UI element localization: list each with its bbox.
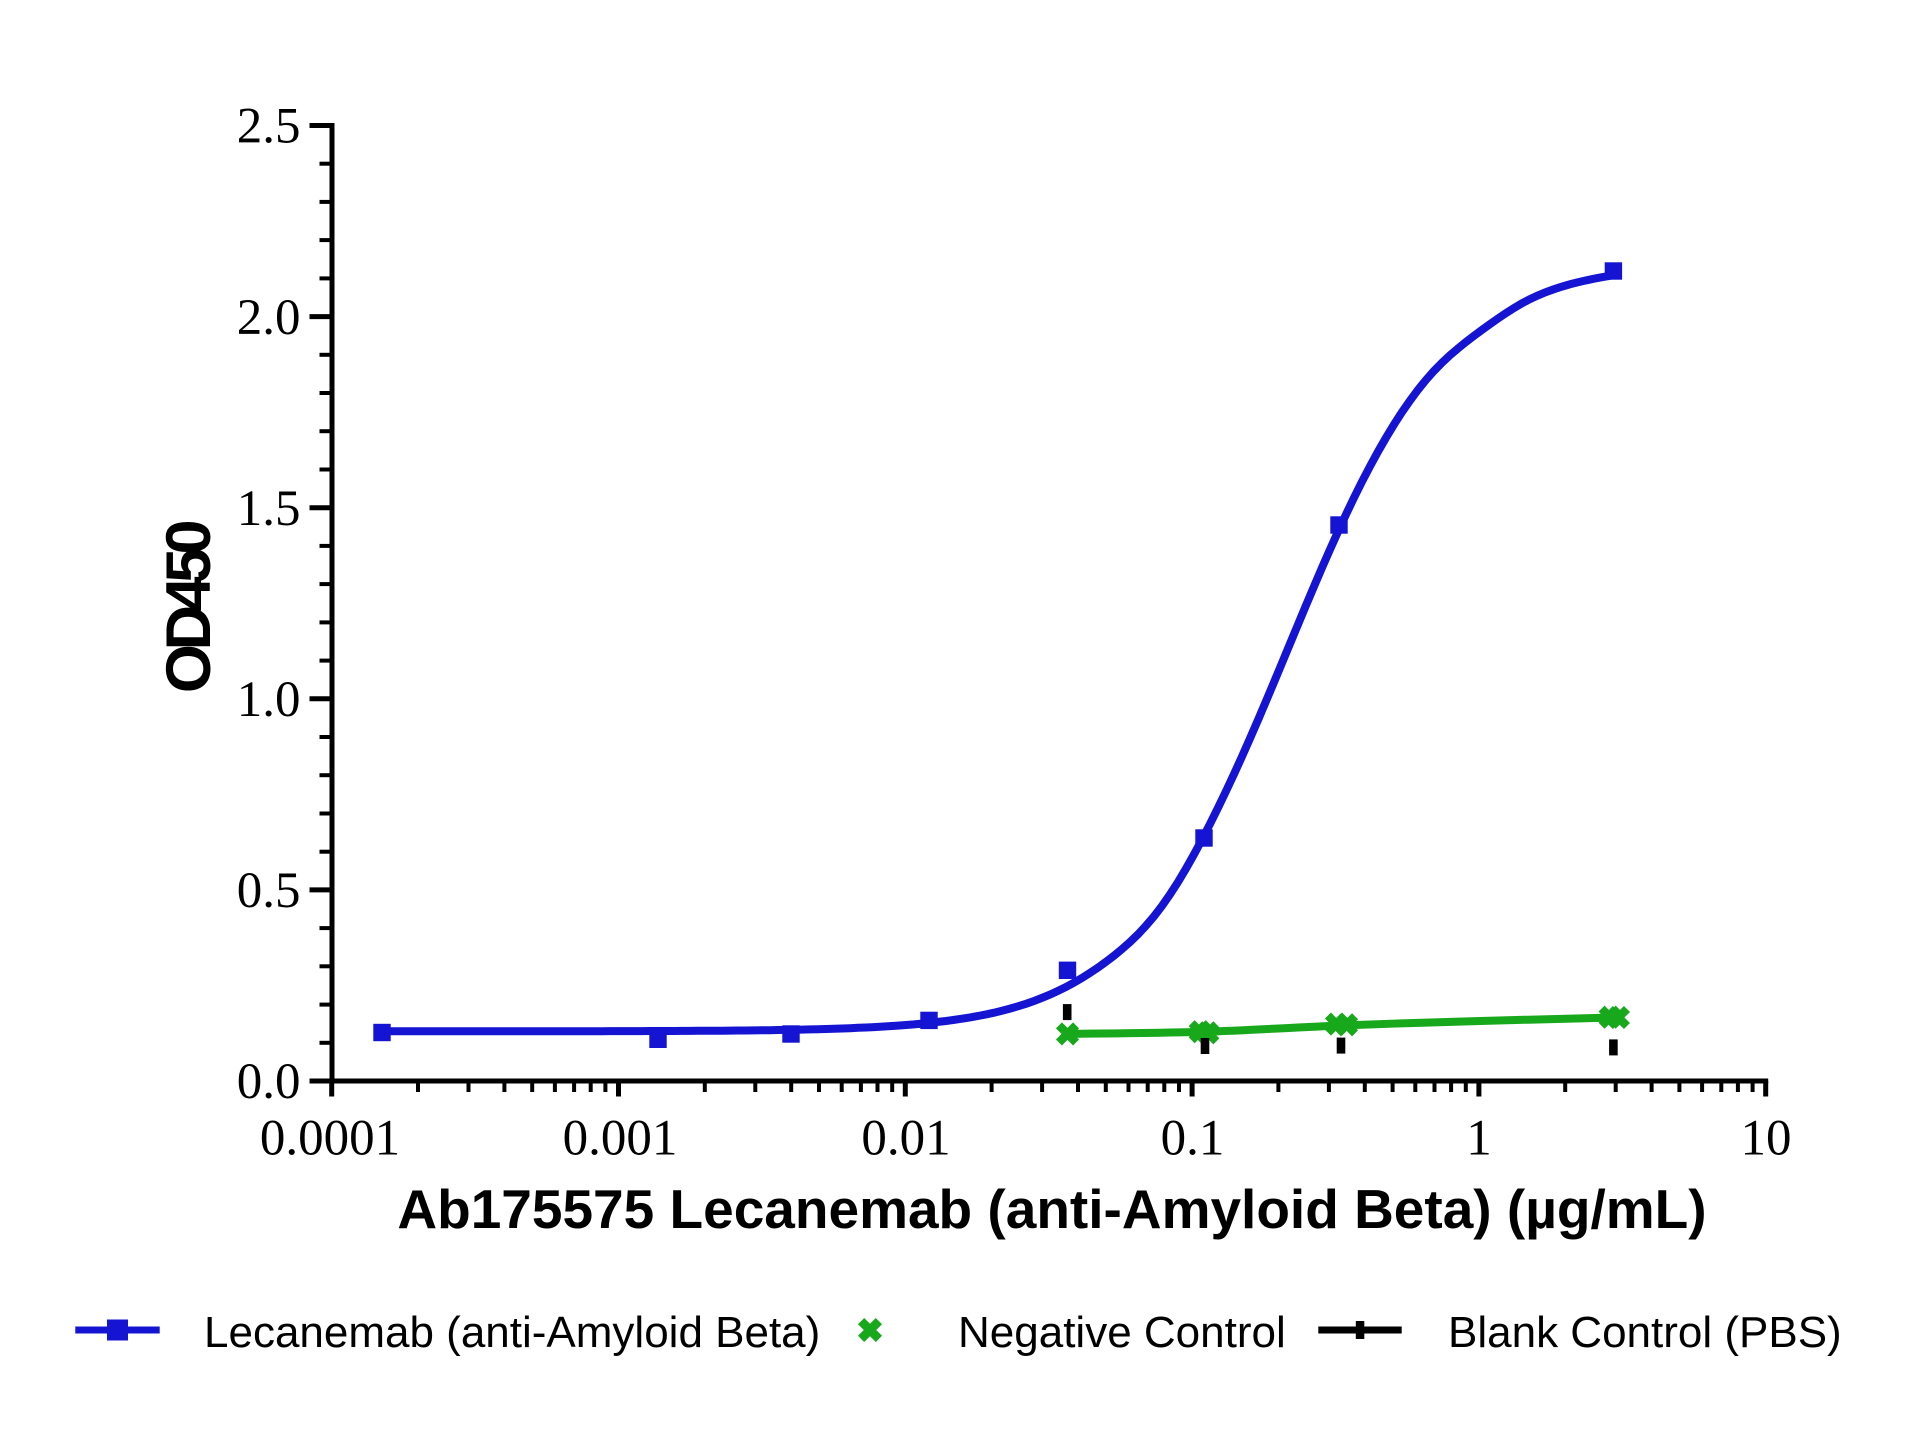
- svg-text:2.0: 2.0: [237, 290, 301, 346]
- svg-text:0.5: 0.5: [237, 863, 301, 919]
- svg-text:2.5: 2.5: [237, 99, 301, 155]
- svg-text:0.001: 0.001: [563, 1111, 678, 1167]
- svg-text:Negative Control: Negative Control: [958, 1308, 1286, 1357]
- svg-text:Blank Control (PBS): Blank Control (PBS): [1448, 1308, 1842, 1357]
- svg-text:Ab175575 Lecanemab (anti-Amylo: Ab175575 Lecanemab (anti-Amyloid Beta) (…: [397, 1178, 1706, 1240]
- svg-text:0.0: 0.0: [237, 1054, 301, 1110]
- svg-text:0.01: 0.01: [861, 1111, 950, 1167]
- svg-text:OD450: OD450: [154, 521, 224, 693]
- svg-text:1.0: 1.0: [237, 672, 301, 728]
- svg-text:Lecanemab (anti-Amyloid Beta): Lecanemab (anti-Amyloid Beta): [204, 1308, 820, 1357]
- svg-text:0.1: 0.1: [1161, 1111, 1225, 1167]
- svg-text:1.5: 1.5: [237, 481, 301, 537]
- svg-text:0.0001: 0.0001: [260, 1111, 400, 1167]
- svg-text:10: 10: [1741, 1111, 1792, 1167]
- svg-text:1: 1: [1466, 1111, 1492, 1167]
